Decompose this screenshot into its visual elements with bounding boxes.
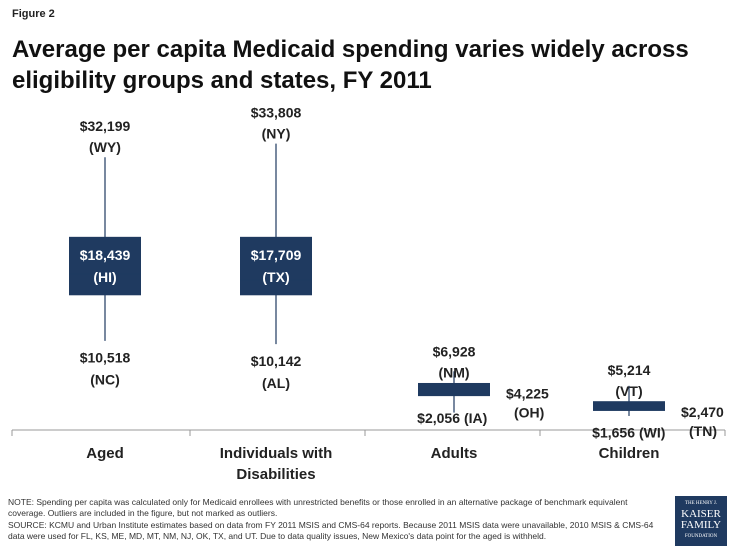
logo: THE HENRY J. KAISER FAMILY FOUNDATION (675, 496, 727, 546)
max-state: (VT) (615, 383, 642, 399)
max-label: $5,214 (608, 362, 651, 378)
max-state: (WY) (89, 139, 121, 155)
max-label: $33,808 (251, 104, 302, 120)
median-label: $17,709 (251, 247, 302, 263)
logo-text: FAMILY (680, 519, 722, 531)
chart-title: Average per capita Medicaid spending var… (12, 36, 689, 94)
box (69, 236, 141, 296)
min-label: $10,518 (80, 350, 131, 366)
x-tick-label: Adults (430, 445, 478, 462)
median-state: (HI) (93, 269, 116, 285)
box (240, 236, 312, 296)
logo-text: FOUNDATION (684, 534, 718, 539)
box (593, 401, 665, 411)
max-state: (NY) (262, 125, 291, 141)
min-state: (AL) (262, 375, 290, 391)
min-state: (NC) (90, 372, 120, 388)
note: NOTE: Spending per capita was calculated… (8, 497, 628, 518)
median-label: $18,439 (80, 247, 131, 263)
median-label: $2,470 (681, 404, 724, 420)
x-tick-label: Aged (86, 445, 124, 462)
max-label: $32,199 (80, 118, 131, 134)
x-tick-label: Children (598, 445, 660, 462)
logo-text: KAISER (681, 508, 721, 520)
median-state: (OH) (514, 405, 544, 421)
logo-text: THE HENRY J. (684, 501, 718, 506)
box (418, 382, 490, 397)
source: SOURCE: KCMU and Urban Institute estimat… (8, 520, 654, 541)
max-state: (NM) (438, 365, 469, 381)
median-state: (TX) (262, 269, 289, 285)
min-label: $1,656 (592, 425, 635, 441)
max-label: $6,928 (433, 344, 476, 360)
min-state: (WI) (639, 425, 665, 441)
median-label: $4,225 (506, 386, 549, 402)
min-label: $2,056 (417, 410, 460, 426)
figure-label: Figure 2 (12, 8, 55, 20)
min-state: (IA) (464, 410, 487, 426)
x-tick-label: Individuals with Disabilities (219, 445, 333, 483)
median-state: (TN) (689, 423, 717, 439)
min-label: $10,142 (251, 353, 302, 369)
